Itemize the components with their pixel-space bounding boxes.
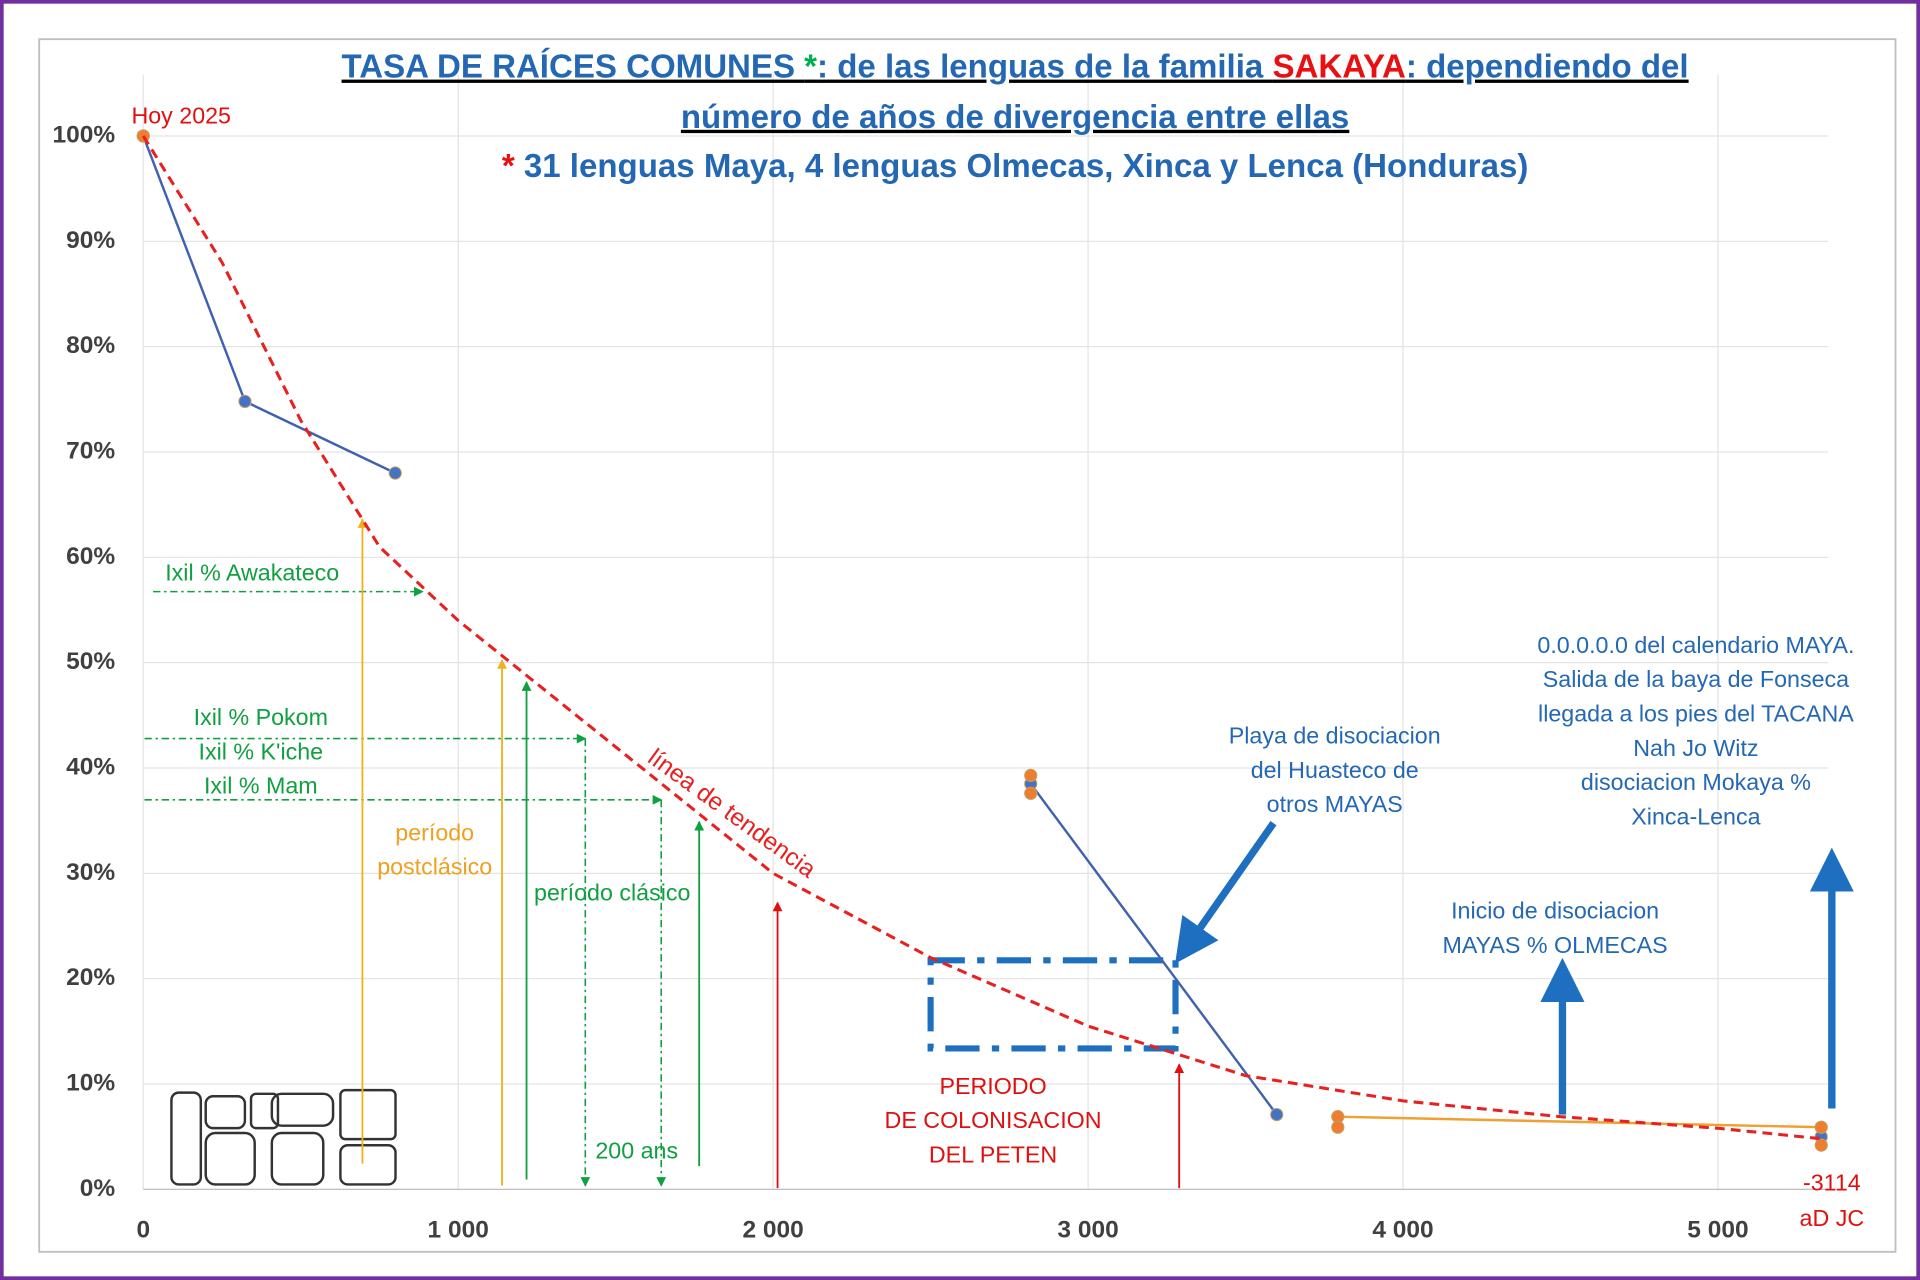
title-part: número de años de divergencia entre ella… <box>681 99 1349 136</box>
y-tick-label: 0% <box>80 1175 116 1202</box>
data-point <box>238 394 252 409</box>
annotation: período clásico <box>534 879 690 905</box>
data-point <box>1814 1120 1828 1134</box>
series-line <box>1029 783 1278 1116</box>
annotation: 200 ans <box>595 1138 678 1164</box>
annotation: Ixil % Pokom <box>194 704 328 730</box>
y-tick-label: 40% <box>66 753 115 780</box>
annotation: Inicio de disociacion <box>1451 898 1659 924</box>
chart-border <box>38 38 1897 1253</box>
data-point <box>1814 1138 1828 1152</box>
subtitle-part: 31 lenguas Maya, 4 lenguas Olmecas, Xinc… <box>515 148 1529 185</box>
annotation: 0.0.0.0.0 del calendario MAYA. <box>1537 632 1854 658</box>
title-part: : de las lenguas de la familia <box>817 48 1272 85</box>
data-point <box>1331 1120 1345 1134</box>
chart-title: número de años de divergencia entre ella… <box>681 99 1349 136</box>
data-point <box>1024 768 1038 782</box>
title-part: * <box>804 48 817 85</box>
chart-title: TASA DE RAÍCES COMUNES *: de las lenguas… <box>342 47 1689 85</box>
annotation: del Huasteco de <box>1251 757 1419 783</box>
y-tick-label: 30% <box>66 859 115 886</box>
annotation: DE COLONISACION <box>885 1107 1102 1133</box>
y-tick-label: 50% <box>66 648 115 675</box>
x-tick-label: 4 000 <box>1372 1216 1433 1243</box>
chart-subtitle: * 31 lenguas Maya, 4 lenguas Olmecas, Xi… <box>502 148 1529 185</box>
annotation: Xinca-Lenca <box>1631 803 1760 829</box>
title-part: SAKAYA <box>1272 48 1405 85</box>
annotation: -3114 <box>1803 1170 1861 1196</box>
y-tick-label: 70% <box>66 437 115 464</box>
annotation: Ixil % Mam <box>204 773 318 799</box>
title-part: TASA DE RAÍCES COMUNES <box>342 47 805 85</box>
x-tick-label: 1 000 <box>428 1216 489 1243</box>
annotation: PERIODO <box>939 1073 1046 1099</box>
annotation: DEL PETEN <box>929 1141 1057 1167</box>
highlight-box <box>927 957 1179 1052</box>
subtitle-part: * <box>502 148 515 185</box>
annotation: postclásico <box>377 854 492 880</box>
glyph-icon <box>170 1088 397 1186</box>
annotation: disociacion Mokaya % <box>1581 769 1811 795</box>
x-tick-label: 2 000 <box>742 1216 803 1243</box>
annotation: llegada a los pies del TACANA <box>1538 700 1854 726</box>
x-tick-label: 5 000 <box>1687 1216 1748 1243</box>
guide-arrow <box>1175 821 1277 964</box>
annotation: aD JC <box>1800 1205 1865 1231</box>
data-point <box>388 466 402 480</box>
x-tick-label: 0 <box>136 1216 150 1243</box>
trend-line <box>141 135 1823 1141</box>
annotation: MAYAS % OLMECAS <box>1443 932 1668 958</box>
data-point <box>1270 1107 1284 1122</box>
series-line <box>1337 1115 1822 1129</box>
data-point <box>1024 786 1038 800</box>
annotation: período <box>395 819 474 845</box>
title-part: : dependiendo del <box>1406 48 1689 85</box>
y-tick-label: 90% <box>66 227 115 254</box>
y-tick-label: 60% <box>66 543 115 570</box>
y-tick-label: 100% <box>52 121 115 148</box>
annotation: Ixil % K'iche <box>199 738 324 764</box>
y-tick-label: 20% <box>66 964 115 991</box>
annotation: Playa de disociacion <box>1229 723 1441 749</box>
annotation: otros MAYAS <box>1267 791 1403 817</box>
y-tick-label: 80% <box>66 332 115 359</box>
y-tick-label: 10% <box>66 1069 115 1096</box>
x-tick-label: 3 000 <box>1057 1216 1118 1243</box>
annotation: Ixil % Awakateco <box>165 560 339 586</box>
annotation: Hoy 2025 <box>131 103 231 129</box>
annotation: Nah Jo Witz <box>1633 735 1758 761</box>
annotation: Salida de la baya de Fonseca <box>1543 666 1849 692</box>
